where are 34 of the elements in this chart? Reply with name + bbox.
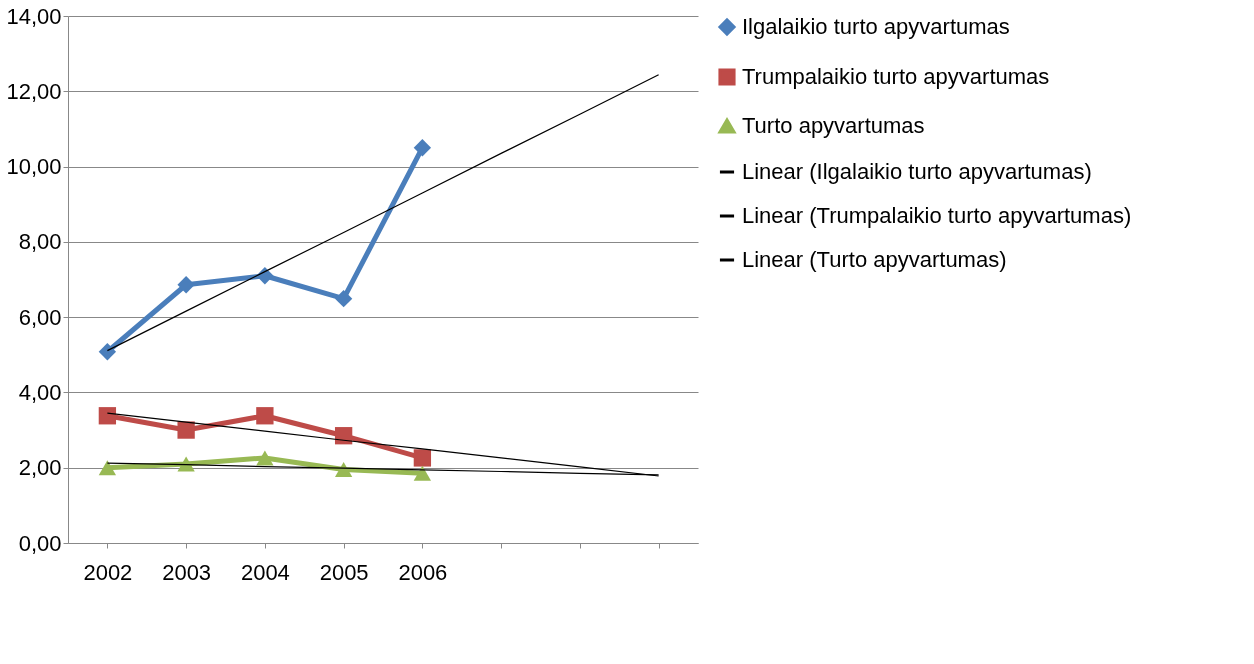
x-tick-label: 2006 xyxy=(398,559,448,585)
point xyxy=(413,139,432,157)
y-tick-label: 8,00 xyxy=(18,229,62,255)
point xyxy=(256,267,274,285)
x-tick-label: 2005 xyxy=(319,559,369,585)
y-tick-label: 12,00 xyxy=(6,78,62,104)
y-tick-label: 0,00 xyxy=(18,530,62,556)
point xyxy=(256,450,274,466)
legend-label: Linear (Ilgalaikio turto apyvartumas) xyxy=(742,159,1092,184)
point xyxy=(177,421,195,439)
y-tick-label: 4,00 xyxy=(18,379,62,405)
legend-label: Trumpalaikio turto apyvartumas xyxy=(742,64,1050,89)
point xyxy=(98,343,117,361)
x-tick-label: 2003 xyxy=(162,559,212,585)
y-tick-label: 2,00 xyxy=(18,455,62,481)
point xyxy=(177,456,195,472)
point xyxy=(256,407,274,425)
legend-label: Turto apyvartumas xyxy=(742,113,925,138)
x-tick-label: 2004 xyxy=(240,559,290,585)
point xyxy=(98,460,117,476)
point xyxy=(98,407,117,425)
x-tick-label: 2002 xyxy=(83,559,133,585)
point xyxy=(334,427,353,445)
point xyxy=(177,276,195,294)
legend-label: Ilgalaikio turto apyvartumas xyxy=(742,14,1010,39)
legend-label: Linear (Turto apyvartumas) xyxy=(742,247,1007,272)
point xyxy=(334,462,353,478)
point xyxy=(413,465,432,481)
point xyxy=(334,290,353,308)
point xyxy=(413,449,432,467)
y-tick-label: 14,00 xyxy=(6,3,62,29)
y-tick-label: 10,00 xyxy=(6,154,62,180)
legend-label: Linear (Trumpalaikio turto apyvartumas) xyxy=(742,203,1132,228)
y-tick-label: 6,00 xyxy=(18,304,62,330)
